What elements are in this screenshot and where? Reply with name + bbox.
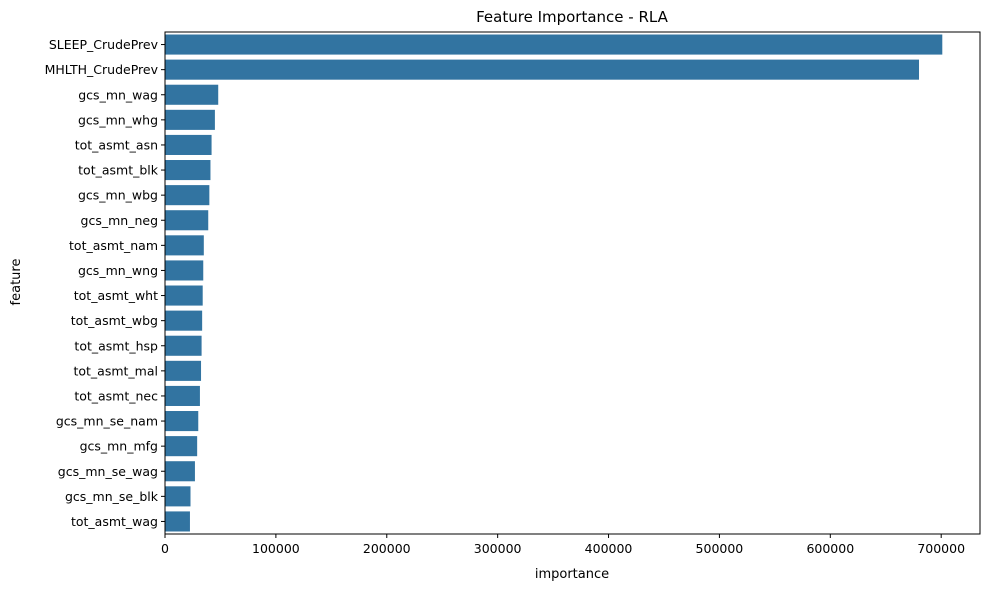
- bar-tot_asmt_asn: [165, 134, 212, 155]
- y-tick-label: SLEEP_CrudePrev: [49, 37, 159, 52]
- bar-gcs_mn_se_blk: [165, 486, 191, 507]
- bar-tot_asmt_wag: [165, 511, 190, 532]
- bar-tot_asmt_wht: [165, 285, 203, 306]
- bar-tot_asmt_wbg: [165, 310, 203, 331]
- y-tick-labels: SLEEP_CrudePrev MHLTH_CrudePrev gcs_mn_wag…: [45, 37, 165, 529]
- y-tick-label: gcs_mn_se_wag: [58, 464, 158, 479]
- x-tick-label: 500000: [696, 541, 744, 556]
- x-ticks: 0 100000 200000 300000 400000 500000 600000 700…: [161, 534, 965, 556]
- y-tick-label: gcs_mn_mfg: [80, 439, 158, 454]
- bar-gcs_mn_wng: [165, 260, 204, 281]
- y-tick-label: tot_asmt_blk: [78, 163, 159, 178]
- bar-tot_asmt_nam: [165, 235, 204, 256]
- bar-tot_asmt_blk: [165, 160, 211, 181]
- y-tick-label: tot_asmt_mal: [73, 363, 158, 378]
- y-tick-label: tot_asmt_wag: [71, 514, 158, 529]
- bar-gcs_mn_neg: [165, 210, 209, 231]
- x-tick-label: 700000: [917, 541, 965, 556]
- y-tick-label: tot_asmt_wbg: [71, 313, 158, 328]
- y-tick-label: gcs_mn_se_nam: [56, 414, 158, 429]
- bar-tot_asmt_mal: [165, 360, 202, 381]
- y-tick-label: tot_asmt_hsp: [74, 338, 158, 353]
- y-tick-label: gcs_mn_wag: [78, 87, 158, 102]
- y-tick-label: tot_asmt_nec: [74, 388, 158, 403]
- bar-gcs_mn_mfg: [165, 436, 198, 457]
- y-axis-label: feature: [9, 259, 24, 306]
- y-tick-label: gcs_mn_neg: [81, 213, 158, 228]
- bar-gcs_mn_se_wag: [165, 461, 195, 482]
- y-tick-label: gcs_mn_wbg: [78, 188, 158, 203]
- x-tick-label: 200000: [363, 541, 411, 556]
- bar-MHLTH_CrudePrev: [165, 59, 920, 80]
- x-tick-label: 400000: [585, 541, 633, 556]
- y-tick-label: tot_asmt_asn: [75, 137, 158, 152]
- y-tick-label: gcs_mn_se_blk: [65, 489, 159, 504]
- chart-title: Feature Importance - RLA: [476, 8, 668, 26]
- x-tick-label: 300000: [474, 541, 522, 556]
- x-tick-label: 600000: [806, 541, 854, 556]
- bar-gcs_mn_se_nam: [165, 411, 199, 432]
- x-tick-label: 100000: [252, 541, 300, 556]
- x-axis-label: importance: [535, 567, 609, 582]
- plot-frame: [164, 31, 981, 535]
- bar-gcs_mn_wag: [165, 84, 219, 105]
- bars-group: [165, 34, 943, 532]
- y-tick-label: MHLTH_CrudePrev: [45, 62, 159, 77]
- y-tick-label: gcs_mn_whg: [78, 112, 158, 127]
- bar-tot_asmt_hsp: [165, 335, 202, 356]
- y-tick-label: tot_asmt_nam: [69, 238, 158, 253]
- bar-tot_asmt_nec: [165, 385, 200, 406]
- bar-SLEEP_CrudePrev: [165, 34, 943, 55]
- bar-gcs_mn_whg: [165, 109, 215, 130]
- y-tick-label: tot_asmt_wht: [74, 288, 158, 303]
- y-tick-label: gcs_mn_wng: [78, 263, 158, 278]
- x-tick-label: 0: [161, 541, 169, 556]
- bar-gcs_mn_wbg: [165, 185, 210, 206]
